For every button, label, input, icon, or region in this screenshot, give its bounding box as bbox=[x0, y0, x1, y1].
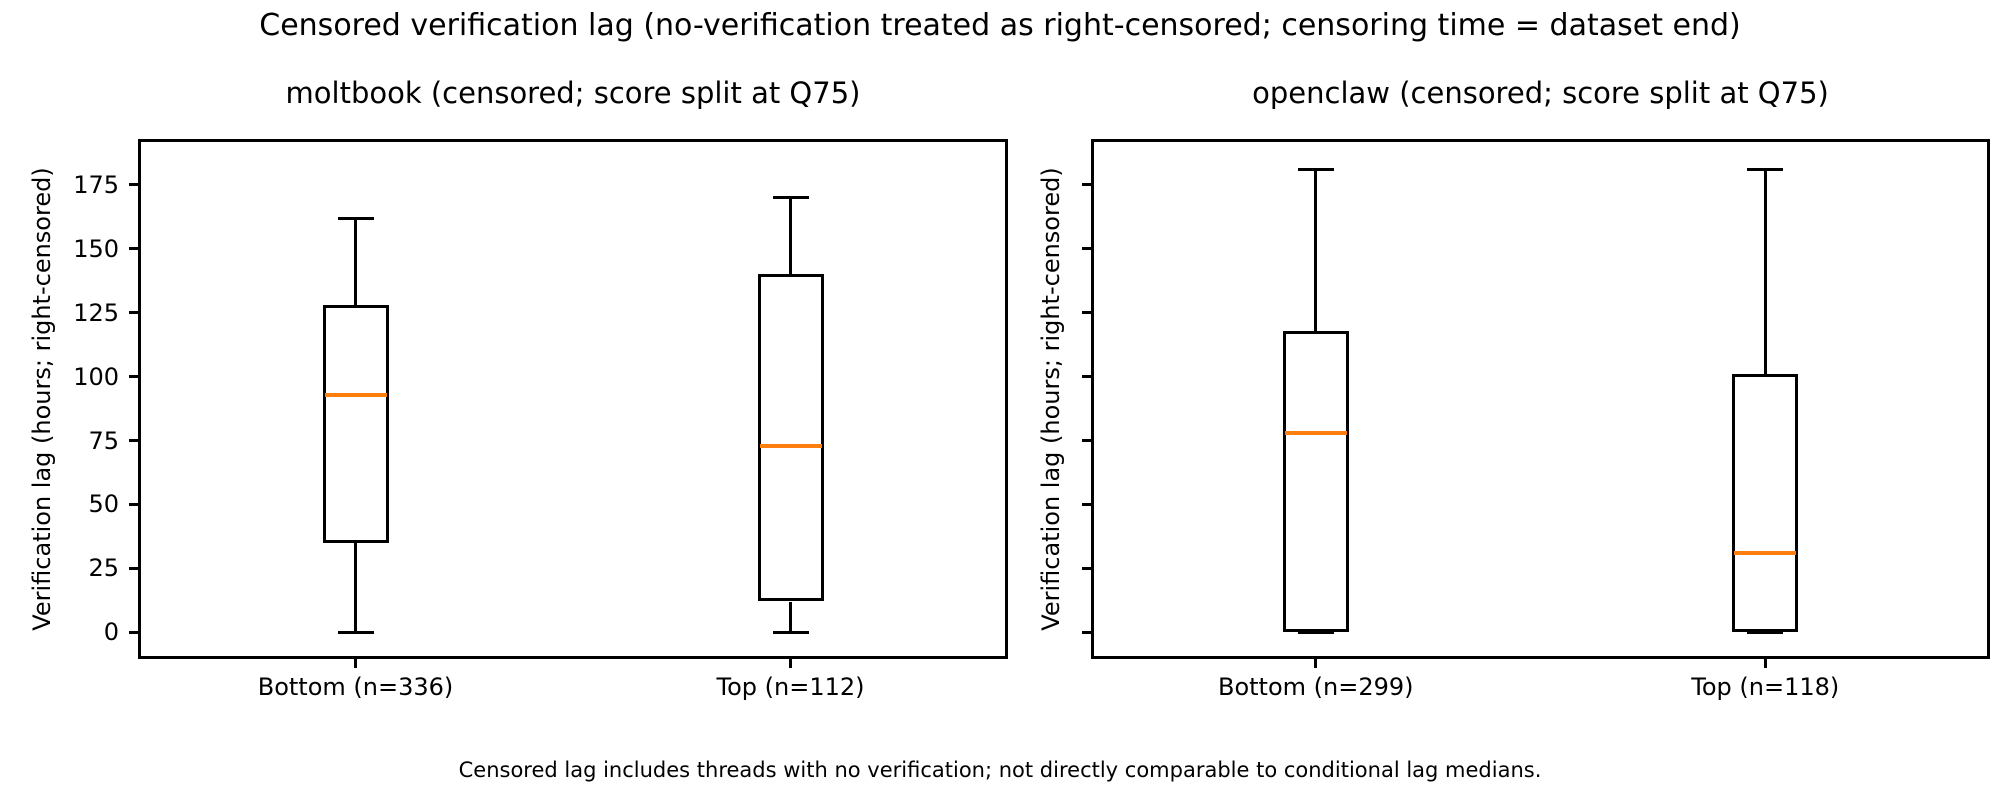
upper-whisker-cap bbox=[772, 196, 809, 200]
lower-whisker-cap bbox=[337, 630, 374, 634]
upper-whisker-cap bbox=[337, 216, 374, 220]
y-tick-mark bbox=[1082, 439, 1091, 443]
x-tick-label: Bottom (n=336) bbox=[257, 673, 454, 701]
x-tick-label: Top (n=112) bbox=[716, 673, 865, 701]
y-tick-mark bbox=[1082, 311, 1091, 315]
lower-whisker-cap bbox=[1747, 630, 1784, 634]
x-tick-mark bbox=[1314, 659, 1318, 668]
box bbox=[1732, 374, 1799, 633]
lower-whisker bbox=[789, 601, 792, 633]
y-tick-mark bbox=[1082, 247, 1091, 251]
y-tick-label: 150 bbox=[73, 234, 119, 263]
y-tick-label: 125 bbox=[73, 298, 119, 327]
box bbox=[1282, 330, 1349, 633]
upper-whisker bbox=[789, 197, 792, 275]
lower-whisker-cap bbox=[1297, 630, 1334, 634]
y-tick-label: 75 bbox=[88, 426, 119, 455]
x-tick-mark bbox=[1763, 659, 1767, 668]
y-tick-mark bbox=[129, 566, 138, 570]
x-tick-mark bbox=[354, 659, 357, 668]
upper-whisker bbox=[1314, 169, 1318, 331]
axes-moltbook bbox=[138, 139, 1008, 659]
y-tick-label: 100 bbox=[73, 362, 119, 391]
median-line bbox=[759, 443, 822, 448]
y-tick-mark bbox=[129, 311, 138, 315]
upper-whisker-cap bbox=[1297, 168, 1334, 172]
subplot-title-moltbook: moltbook (censored; score split at Q75) bbox=[285, 76, 861, 110]
y-tick-label: 0 bbox=[103, 618, 119, 647]
y-tick-mark bbox=[1082, 502, 1091, 506]
y-tick-label: 175 bbox=[73, 170, 119, 199]
y-tick-mark bbox=[129, 183, 138, 187]
footnote: Censored lag includes threads with no ve… bbox=[458, 758, 1542, 782]
y-axis-label-right: Verification lag (hours; right-censored) bbox=[1037, 167, 1065, 631]
median-line bbox=[1734, 550, 1797, 555]
y-tick-mark bbox=[129, 630, 138, 634]
y-tick-mark bbox=[1082, 375, 1091, 379]
box bbox=[322, 305, 389, 543]
subplot-title-openclaw: openclaw (censored; score split at Q75) bbox=[1252, 76, 1829, 110]
y-tick-mark bbox=[129, 439, 138, 443]
upper-whisker bbox=[1763, 169, 1767, 375]
lower-whisker-cap bbox=[772, 630, 809, 634]
x-tick-label: Top (n=118) bbox=[1691, 673, 1840, 701]
y-tick-mark bbox=[1082, 183, 1091, 187]
y-tick-label: 25 bbox=[88, 554, 119, 583]
y-tick-label: 50 bbox=[88, 490, 119, 519]
x-tick-label: Bottom (n=299) bbox=[1217, 673, 1414, 701]
lower-whisker bbox=[354, 542, 357, 633]
axes-openclaw bbox=[1091, 139, 1990, 659]
upper-whisker-cap bbox=[1747, 168, 1784, 172]
figure-title: Censored verification lag (no-verificati… bbox=[259, 8, 1741, 43]
y-tick-mark bbox=[129, 502, 138, 506]
y-tick-mark bbox=[129, 375, 138, 379]
median-line bbox=[324, 392, 387, 397]
box bbox=[757, 274, 824, 602]
y-tick-mark bbox=[129, 247, 138, 251]
y-tick-mark bbox=[1082, 630, 1091, 634]
y-tick-mark bbox=[1082, 566, 1091, 570]
x-tick-mark bbox=[789, 659, 792, 668]
upper-whisker bbox=[354, 218, 357, 306]
median-line bbox=[1284, 430, 1347, 435]
